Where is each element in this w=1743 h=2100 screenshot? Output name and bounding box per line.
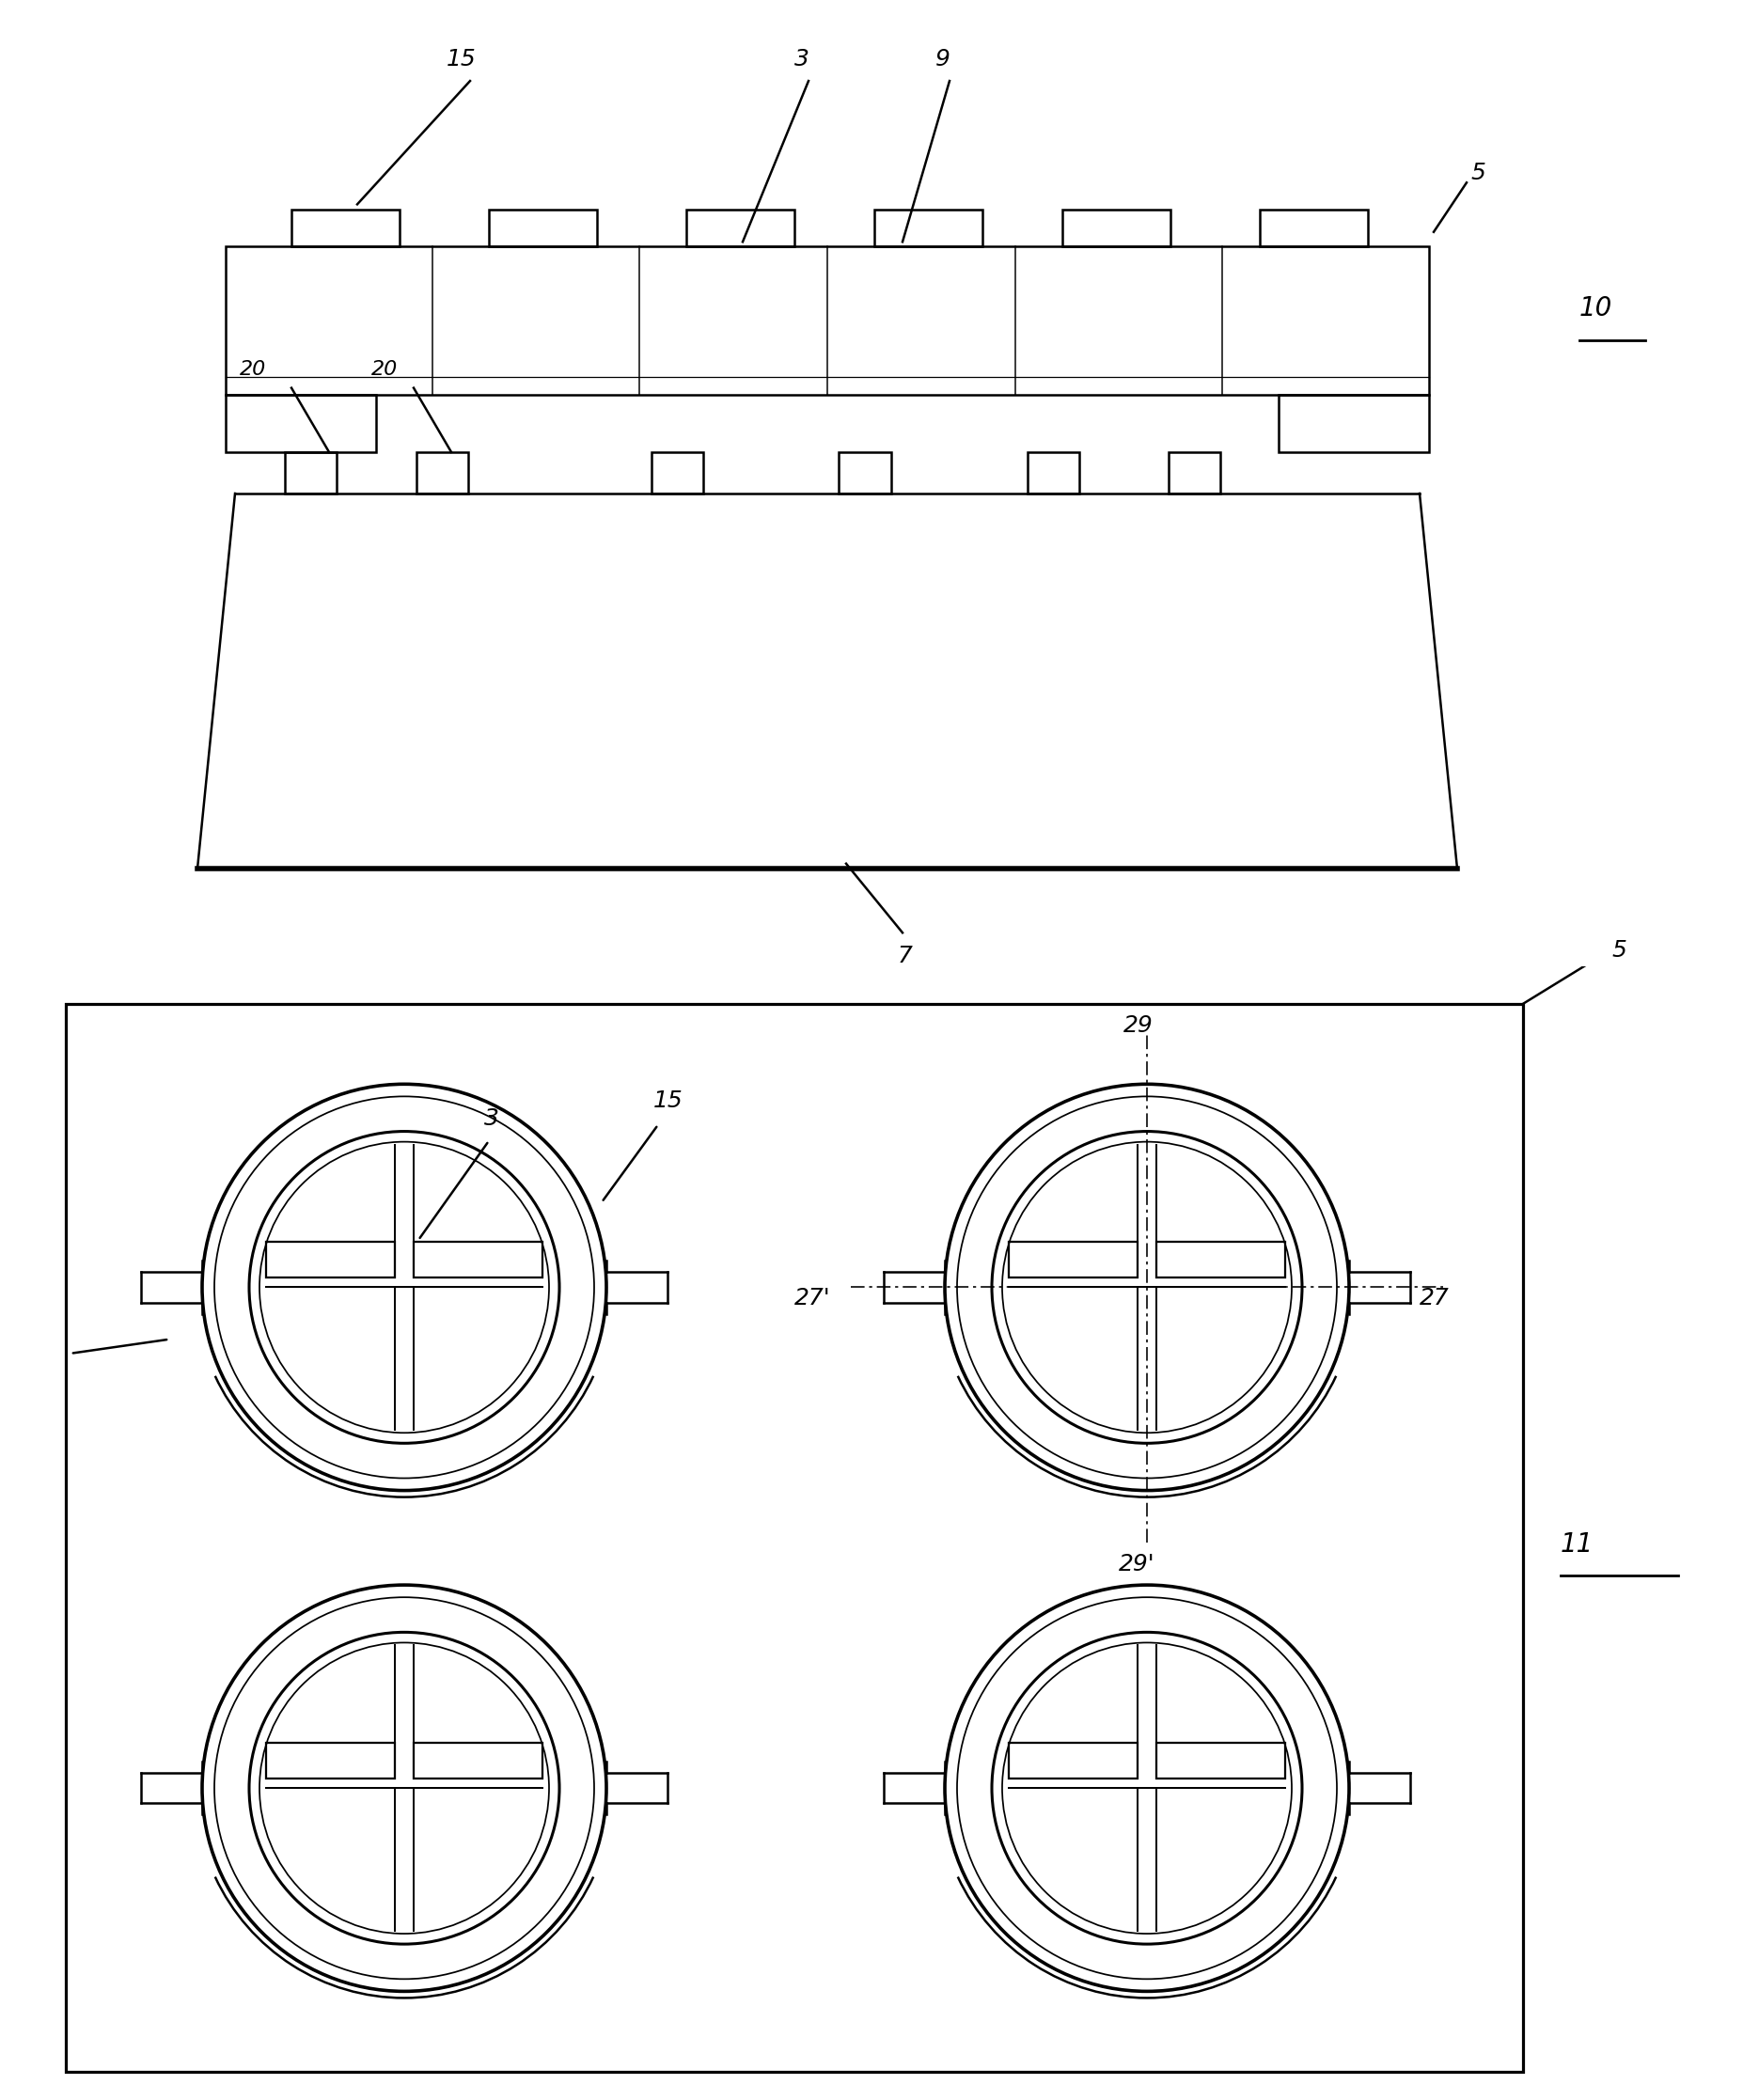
Bar [1009, 1743, 1138, 1779]
Text: 9: 9 [936, 48, 950, 71]
Bar [291, 210, 399, 246]
Bar [413, 1743, 542, 1779]
Bar [1156, 1743, 1285, 1779]
Bar [1009, 1241, 1138, 1277]
Text: 15: 15 [446, 48, 476, 71]
Text: 15: 15 [654, 1090, 683, 1113]
Bar [413, 1241, 542, 1277]
Text: 7: 7 [898, 945, 913, 966]
Text: 20: 20 [241, 359, 267, 378]
Bar [267, 1743, 396, 1779]
Bar [687, 210, 795, 246]
Text: 3: 3 [795, 48, 809, 71]
Text: 3: 3 [485, 1107, 498, 1130]
Bar [267, 1241, 396, 1277]
Bar [1260, 210, 1368, 246]
Text: 11: 11 [1560, 1531, 1593, 1558]
Bar [417, 452, 467, 494]
Bar [225, 395, 376, 452]
Text: 27': 27' [795, 1287, 831, 1308]
Bar [1156, 1241, 1285, 1277]
Bar [875, 210, 983, 246]
Bar [1279, 395, 1429, 452]
Text: 5: 5 [1471, 162, 1487, 185]
Bar [838, 452, 891, 494]
Bar [284, 452, 336, 494]
Text: 29: 29 [1124, 1014, 1154, 1037]
Bar [66, 1004, 1523, 2071]
Bar [1027, 452, 1079, 494]
Text: 10: 10 [1579, 296, 1612, 321]
Text: 27: 27 [1419, 1287, 1450, 1308]
Bar [652, 452, 702, 494]
Text: 20: 20 [371, 359, 397, 378]
Bar [225, 246, 1429, 395]
Text: 29': 29' [1119, 1552, 1156, 1575]
Bar [1061, 210, 1171, 246]
Bar [1168, 452, 1220, 494]
Bar [488, 210, 598, 246]
Text: 5: 5 [1612, 939, 1628, 962]
